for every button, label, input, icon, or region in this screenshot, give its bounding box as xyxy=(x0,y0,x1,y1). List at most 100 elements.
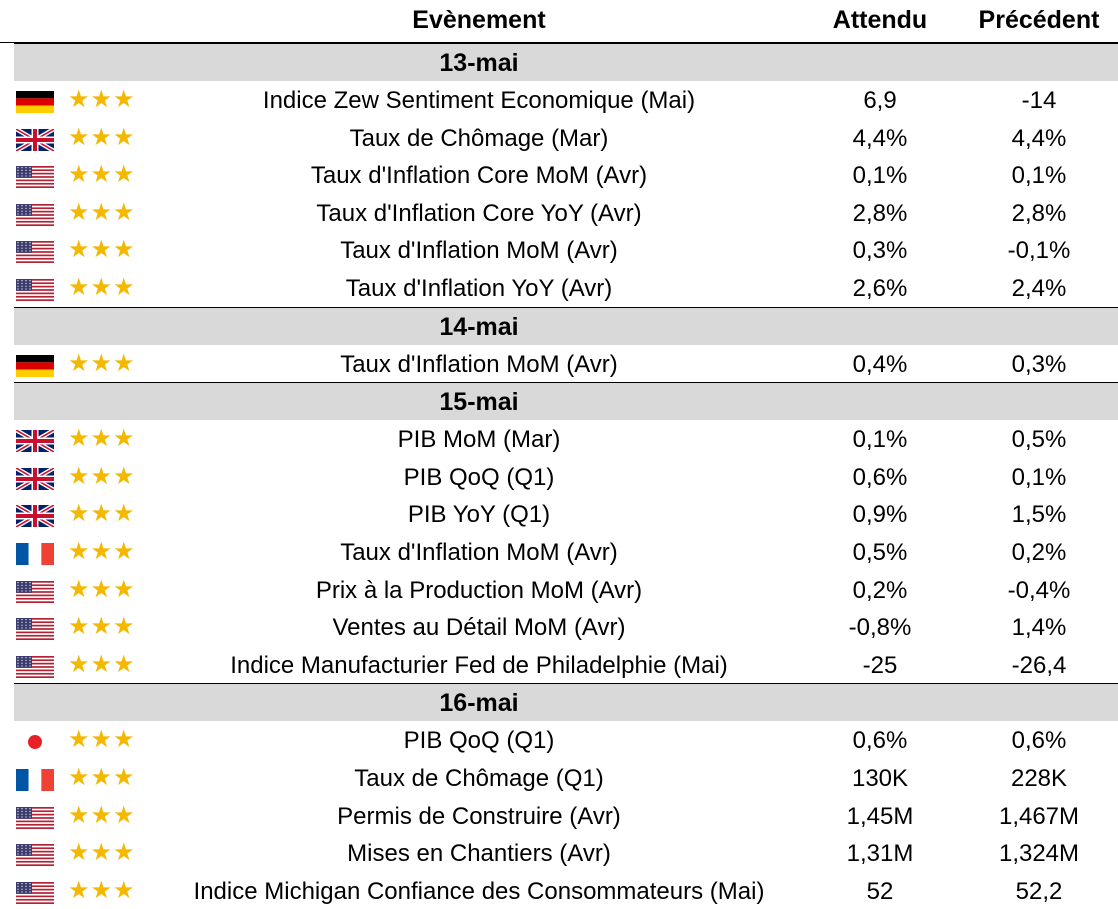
table-row: ★★★ PIB YoY (Q1) 0,9% 1,5% xyxy=(0,495,1118,533)
table-row: ★★★ Ventes au Détail MoM (Avr) -0,8% 1,4% xyxy=(0,608,1118,646)
importance-stars-icon: ★★★ xyxy=(68,613,136,641)
us-flag-icon xyxy=(16,618,54,641)
importance-stars-icon: ★★★ xyxy=(68,198,136,226)
table-row: ★★★ Permis de Construire (Avr) 1,45M 1,467M xyxy=(0,797,1118,835)
expected-value: 0,5% xyxy=(852,538,908,566)
event-name: Taux d'Inflation YoY (Avr) xyxy=(345,274,613,302)
us-flag-icon xyxy=(16,806,54,829)
date-label: 15-mai xyxy=(439,388,519,417)
importance-stars-icon: ★★★ xyxy=(68,839,136,867)
header-expected: Attendu xyxy=(832,6,928,34)
table-row: ★★★ Taux d'Inflation MoM (Avr) 0,4% 0,3% xyxy=(0,345,1118,383)
us-flag-icon xyxy=(16,881,54,904)
expected-value: 130K xyxy=(851,764,909,792)
table-body: 13-mai ★★★ Indice Zew Sentiment Economique… xyxy=(0,43,1118,909)
date-label: 14-mai xyxy=(439,312,519,341)
date-band: 14-mai xyxy=(14,306,1118,345)
date-label: 13-mai xyxy=(439,49,519,77)
date-band: 16-mai xyxy=(14,683,1118,722)
previous-value: 0,6% xyxy=(1011,727,1067,755)
expected-value: 0,2% xyxy=(852,576,908,604)
importance-stars-icon: ★★★ xyxy=(68,161,136,189)
event-name: Prix à la Production MoM (Avr) xyxy=(315,576,643,604)
fr-flag-icon xyxy=(16,542,54,565)
importance-stars-icon: ★★★ xyxy=(68,349,136,377)
importance-stars-icon: ★★★ xyxy=(68,537,136,565)
event-name: Mises en Chantiers (Avr) xyxy=(347,840,611,868)
importance-stars-icon: ★★★ xyxy=(68,500,136,528)
us-flag-icon xyxy=(16,241,54,264)
event-name: Ventes au Détail MoM (Avr) xyxy=(332,614,626,642)
us-flag-icon xyxy=(16,278,54,301)
table-row: ★★★ Prix à la Production MoM (Avr) 0,2% -0,… xyxy=(0,571,1118,609)
previous-value: 1,5% xyxy=(1011,501,1067,529)
importance-stars-icon: ★★★ xyxy=(68,86,136,113)
header-event: Evènement xyxy=(412,6,546,34)
expected-value: 2,8% xyxy=(852,199,908,227)
previous-value: -0,4% xyxy=(1007,576,1071,604)
previous-value: 0,2% xyxy=(1011,538,1067,566)
event-name: Permis de Construire (Avr) xyxy=(337,802,621,830)
importance-stars-icon: ★★★ xyxy=(68,273,136,301)
importance-stars-icon: ★★★ xyxy=(68,876,136,904)
expected-value: -0,8% xyxy=(848,614,912,642)
expected-value: -25 xyxy=(862,651,898,679)
previous-value: 2,8% xyxy=(1011,199,1067,227)
previous-value: 0,5% xyxy=(1011,426,1067,454)
event-name: Taux d'Inflation MoM (Avr) xyxy=(340,538,618,566)
expected-value: 6,9 xyxy=(863,87,897,114)
table-row: ★★★ PIB QoQ (Q1) 0,6% 0,1% xyxy=(0,458,1118,496)
expected-value: 0,9% xyxy=(852,501,908,529)
date-band: 13-mai xyxy=(14,43,1118,81)
gb-flag-icon xyxy=(16,430,54,453)
fr-flag-icon xyxy=(16,768,54,791)
event-name: Indice Zew Sentiment Economique (Mai) xyxy=(262,87,696,114)
table-row: ★★★ Taux d'Inflation Core MoM (Avr) 0,1% 0,… xyxy=(0,156,1118,194)
event-name: PIB YoY (Q1) xyxy=(407,501,551,529)
expected-value: 52 xyxy=(866,877,894,905)
previous-value: 1,467M xyxy=(998,802,1080,830)
previous-value: 52,2 xyxy=(1015,877,1063,905)
event-name: PIB QoQ (Q1) xyxy=(403,463,555,491)
event-name: PIB QoQ (Q1) xyxy=(403,727,555,755)
event-name: Taux d'Inflation MoM (Avr) xyxy=(340,350,618,378)
event-name: Taux d'Inflation Core YoY (Avr) xyxy=(316,199,642,227)
importance-stars-icon: ★★★ xyxy=(68,236,136,264)
us-flag-icon xyxy=(16,166,54,189)
expected-value: 4,4% xyxy=(852,124,908,152)
importance-stars-icon: ★★★ xyxy=(68,726,136,754)
expected-value: 1,45M xyxy=(846,802,914,830)
table-row: ★★★ Taux de Chômage (Q1) 130K 228K xyxy=(0,759,1118,797)
table-row: ★★★ Taux d'Inflation YoY (Avr) 2,6% 2,4% xyxy=(0,269,1118,307)
previous-value: 228K xyxy=(1010,764,1068,792)
expected-value: 1,31M xyxy=(846,840,914,868)
expected-value: 2,6% xyxy=(852,274,908,302)
expected-value: 0,1% xyxy=(852,426,908,454)
previous-value: 1,4% xyxy=(1011,614,1067,642)
importance-stars-icon: ★★★ xyxy=(68,425,136,453)
expected-value: 0,3% xyxy=(852,237,908,265)
event-name: Taux d'Inflation Core MoM (Avr) xyxy=(310,162,648,190)
importance-stars-icon: ★★★ xyxy=(68,123,136,151)
date-label: 16-mai xyxy=(439,689,519,718)
previous-value: 0,1% xyxy=(1011,463,1067,491)
importance-stars-icon: ★★★ xyxy=(68,575,136,603)
importance-stars-icon: ★★★ xyxy=(68,650,136,678)
gb-flag-icon xyxy=(16,128,54,151)
de-flag-icon xyxy=(16,91,54,113)
previous-value: -26,4 xyxy=(1011,651,1067,679)
event-name: Indice Manufacturier Fed de Philadelphie… xyxy=(230,651,728,679)
jp-flag-icon xyxy=(16,731,54,754)
previous-value: 2,4% xyxy=(1011,274,1067,302)
importance-stars-icon: ★★★ xyxy=(68,763,136,791)
expected-value: 0,4% xyxy=(852,350,908,378)
importance-stars-icon: ★★★ xyxy=(68,801,136,829)
date-band: 15-mai xyxy=(14,382,1118,421)
us-flag-icon xyxy=(16,203,54,226)
event-name: Taux de Chômage (Mar) xyxy=(349,124,609,152)
table-row: ★★★ Indice Manufacturier Fed de Philadelp… xyxy=(0,646,1118,684)
previous-value: 0,3% xyxy=(1011,350,1067,378)
de-flag-icon xyxy=(16,354,54,377)
table-row: ★★★ Indice Zew Sentiment Economique (Mai)… xyxy=(0,81,1118,119)
